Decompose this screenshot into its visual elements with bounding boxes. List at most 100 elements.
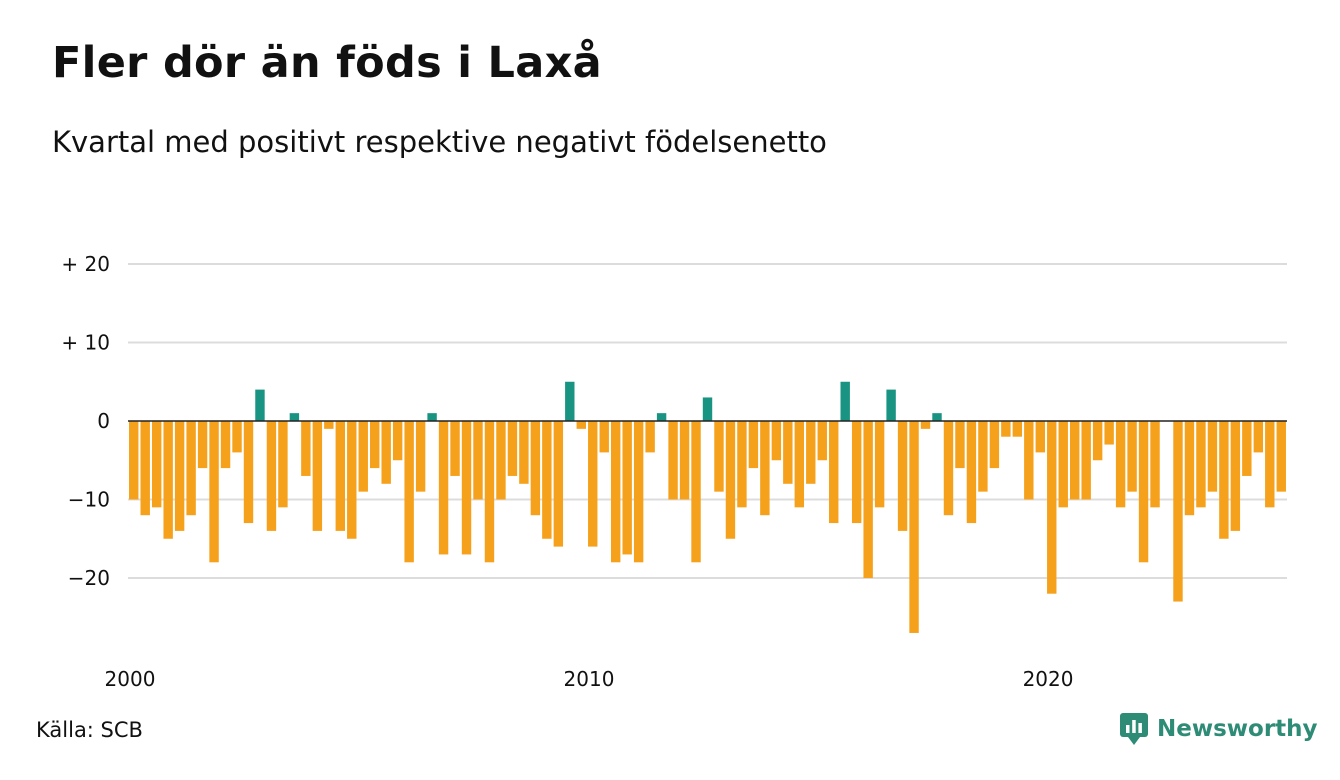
bar	[1092, 421, 1103, 461]
bar	[874, 421, 885, 508]
bar	[565, 381, 575, 421]
bar	[255, 389, 265, 421]
bar	[1104, 421, 1114, 445]
newsworthy-logo-icon	[1120, 713, 1148, 745]
brand-logo[interactable]: Newsworthy	[1119, 712, 1318, 746]
bar	[1207, 421, 1218, 492]
bar	[1035, 421, 1045, 453]
bar	[748, 421, 759, 469]
bar	[1150, 421, 1160, 508]
bar	[588, 421, 598, 547]
bar	[771, 421, 782, 461]
bar	[278, 421, 288, 508]
bar	[347, 421, 357, 539]
x-tick-label: 2020	[1023, 667, 1074, 691]
bar	[450, 421, 460, 476]
bar	[197, 421, 208, 469]
bar	[829, 421, 839, 524]
bar	[301, 421, 311, 476]
bar	[978, 421, 988, 492]
bar	[610, 421, 621, 563]
bar	[943, 421, 954, 516]
bar	[358, 421, 368, 492]
bar	[645, 421, 655, 453]
bar	[576, 421, 586, 429]
bar	[955, 421, 965, 469]
bar	[1127, 421, 1137, 492]
chart-title: Fler dör än föds i Laxå	[52, 38, 602, 88]
bar	[220, 421, 231, 469]
bar	[381, 421, 391, 484]
bar	[1184, 421, 1195, 516]
bar	[484, 421, 495, 563]
bar	[427, 413, 437, 421]
y-tick-label: + 20	[61, 252, 110, 276]
bar	[840, 381, 850, 421]
bar	[783, 421, 793, 484]
bar	[140, 421, 150, 516]
bar	[668, 421, 678, 500]
bar	[909, 421, 919, 633]
bar	[129, 421, 139, 500]
y-tick-label: + 10	[61, 331, 110, 355]
bar	[817, 421, 827, 461]
bar	[1253, 421, 1264, 453]
bar	[335, 421, 345, 531]
x-axis-ticks: 2000 2010 2020	[105, 667, 1074, 691]
bar	[1138, 421, 1149, 563]
bar	[266, 421, 277, 531]
bar	[324, 421, 334, 429]
bar	[415, 421, 426, 492]
bar	[806, 421, 816, 484]
bar	[702, 397, 713, 421]
bar	[1081, 421, 1091, 500]
bar	[1276, 421, 1286, 492]
bar	[1265, 421, 1275, 508]
y-tick-label: 0	[97, 409, 110, 433]
bar	[633, 421, 644, 563]
bar	[863, 421, 873, 578]
bar	[461, 421, 472, 555]
bar	[714, 421, 724, 492]
grid-lines	[128, 263, 1287, 579]
bar	[725, 421, 736, 539]
bars	[129, 381, 1286, 633]
bar	[920, 421, 931, 429]
source-note: Källa: SCB	[36, 718, 143, 742]
bar	[312, 421, 323, 531]
bar	[163, 421, 173, 539]
bar	[622, 421, 632, 555]
bar	[209, 421, 219, 563]
bar	[151, 421, 162, 508]
chart-subtitle: Kvartal med positivt respektive negativt…	[52, 125, 827, 159]
y-axis-ticks: + 20 + 10 0 −10 −20	[61, 252, 110, 590]
bar	[966, 421, 977, 524]
y-tick-label: −20	[68, 566, 110, 590]
bar	[897, 421, 908, 531]
bar	[932, 413, 942, 421]
bar	[289, 413, 300, 421]
bar	[370, 421, 380, 469]
brand-name: Newsworthy	[1157, 716, 1318, 742]
bar	[174, 421, 185, 531]
bar	[542, 421, 552, 539]
bar	[656, 413, 667, 421]
bar	[1230, 421, 1241, 531]
bar	[530, 421, 541, 516]
bar	[404, 421, 414, 563]
x-tick-label: 2000	[105, 667, 156, 691]
bar	[1047, 421, 1057, 594]
bar	[1058, 421, 1068, 508]
bar	[519, 421, 529, 484]
bar	[392, 421, 403, 461]
x-tick-label: 2010	[564, 667, 615, 691]
bar	[599, 421, 609, 453]
bar	[1196, 421, 1206, 508]
bar	[1115, 421, 1126, 508]
bar	[473, 421, 483, 500]
bar	[1012, 421, 1023, 437]
bar	[1070, 421, 1080, 500]
bar	[243, 421, 254, 524]
bar	[1242, 421, 1252, 476]
